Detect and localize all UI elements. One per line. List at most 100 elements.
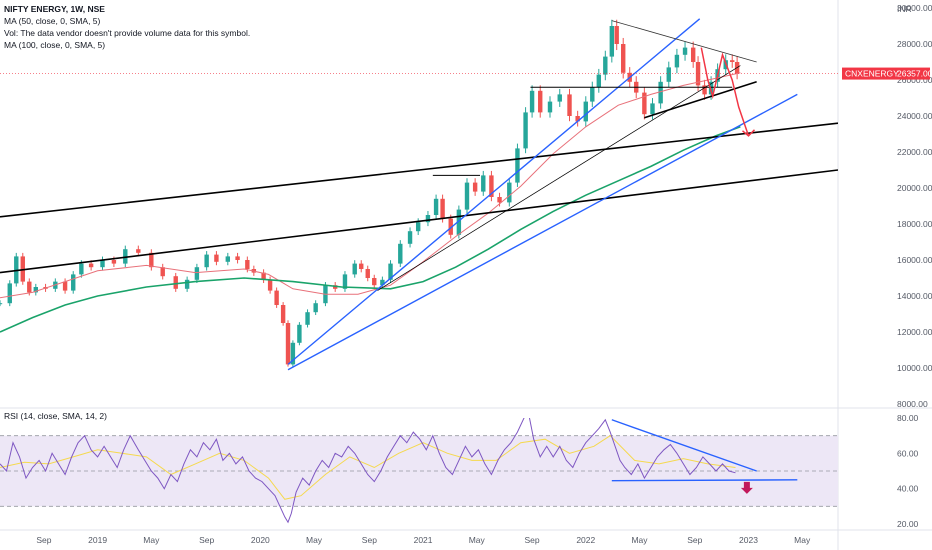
candle-body bbox=[708, 81, 714, 95]
candle-body bbox=[489, 175, 494, 197]
candle-body bbox=[690, 47, 696, 62]
candle-body bbox=[79, 263, 84, 275]
candle-body bbox=[313, 303, 318, 313]
rsi-trendline-flat bbox=[611, 479, 798, 482]
candle-body bbox=[267, 279, 273, 291]
candle-body bbox=[567, 94, 572, 116]
candle-body bbox=[0, 303, 3, 305]
candle-body bbox=[682, 47, 688, 55]
candle-body bbox=[590, 87, 595, 102]
projection-arrowhead bbox=[742, 129, 756, 137]
candle-body bbox=[609, 26, 615, 57]
candle-body bbox=[388, 263, 393, 280]
down-arrow-icon bbox=[740, 481, 753, 494]
price-tick-label: 8000.00 bbox=[897, 399, 928, 409]
time-tick-label: Sep bbox=[199, 535, 214, 545]
candle-body bbox=[456, 209, 462, 235]
candle-body bbox=[425, 215, 431, 223]
time-tick-label: 2019 bbox=[88, 535, 107, 545]
candle-body bbox=[448, 218, 453, 235]
candle-body bbox=[515, 148, 520, 183]
candle-body bbox=[235, 256, 240, 260]
ma100-legend[interactable]: MA (100, close, 0, SMA, 5) bbox=[4, 40, 106, 50]
candle-body bbox=[372, 278, 377, 286]
candle-body bbox=[538, 90, 543, 113]
candle-body bbox=[497, 197, 502, 203]
price-tick-label: 16000.00 bbox=[897, 255, 932, 265]
projection-path bbox=[700, 47, 750, 137]
time-tick-label: Sep bbox=[36, 535, 51, 545]
rsi-legend[interactable]: RSI (14, close, SMA, 14, 2) bbox=[4, 411, 107, 421]
time-tick-label: 2022 bbox=[576, 535, 595, 545]
ma50-legend[interactable]: MA (50, close, 0, SMA, 5) bbox=[4, 16, 101, 26]
candle-body bbox=[20, 256, 25, 282]
price-tick-label: 14000.00 bbox=[897, 291, 932, 301]
price-tick-label: 10000.00 bbox=[897, 363, 932, 373]
rsi-tick-label: 80.00 bbox=[897, 413, 919, 423]
candle-body bbox=[305, 312, 310, 325]
price-tag bbox=[842, 67, 930, 80]
time-tick-label: May bbox=[794, 535, 811, 545]
time-tick-label: Sep bbox=[687, 535, 702, 545]
candle-body bbox=[529, 90, 535, 113]
candle-body bbox=[136, 249, 141, 253]
rsi-band bbox=[0, 435, 838, 507]
price-tick-label: 22000.00 bbox=[897, 147, 932, 157]
candle-body bbox=[194, 267, 200, 280]
rsi-tick-label: 60.00 bbox=[897, 448, 919, 458]
candle-body bbox=[702, 85, 707, 95]
time-tick-label: 2023 bbox=[739, 535, 758, 545]
thin-channel-line bbox=[377, 65, 741, 291]
candle-body bbox=[214, 254, 219, 262]
candle-body bbox=[225, 256, 231, 262]
rsi-tick-label: 40.00 bbox=[897, 484, 919, 494]
price-pane bbox=[0, 18, 838, 371]
candle-body bbox=[658, 81, 663, 104]
triangle-top-line bbox=[611, 20, 757, 63]
time-tick-label: 2021 bbox=[414, 535, 433, 545]
support-line bbox=[644, 81, 757, 119]
candle-body bbox=[359, 263, 364, 269]
volume-legend[interactable]: Vol: The data vendor doesn't provide vol… bbox=[4, 28, 251, 38]
candle-body bbox=[27, 281, 32, 293]
candle-body bbox=[280, 305, 286, 323]
candle-body bbox=[245, 260, 250, 269]
candle-body bbox=[614, 26, 619, 44]
candle-body bbox=[407, 231, 413, 244]
candle-body bbox=[730, 60, 735, 62]
time-tick-label: Sep bbox=[525, 535, 540, 545]
chart-title: NIFTY ENERGY, 1W, NSE bbox=[4, 4, 105, 14]
channel-lower-line bbox=[287, 93, 798, 371]
candle-body bbox=[204, 254, 209, 268]
price-tick-label: 20000.00 bbox=[897, 183, 932, 193]
candle-body bbox=[464, 182, 470, 210]
time-tick-label: May bbox=[306, 535, 323, 545]
candle-body bbox=[695, 62, 701, 86]
time-tick-label: Sep bbox=[362, 535, 377, 545]
rsi-tick-label: 20.00 bbox=[897, 519, 919, 529]
price-tick-label: 18000.00 bbox=[897, 219, 932, 229]
candle-body bbox=[557, 94, 562, 102]
candle-body bbox=[398, 243, 403, 264]
candle-body bbox=[71, 274, 76, 291]
candle-body bbox=[583, 101, 588, 122]
trendline-bottom bbox=[0, 169, 838, 274]
candle-body bbox=[261, 272, 266, 280]
candle-body bbox=[297, 324, 302, 343]
rsi-line bbox=[0, 418, 736, 524]
rsi-pane bbox=[0, 418, 838, 524]
candle-body bbox=[621, 44, 626, 73]
channel-upper-line bbox=[287, 18, 701, 365]
candle-body bbox=[352, 263, 357, 275]
candle-body bbox=[290, 342, 296, 365]
candle-body bbox=[433, 198, 439, 215]
candle-body bbox=[440, 198, 445, 219]
candle-body bbox=[603, 56, 608, 75]
price-tag-value: 26357.00 bbox=[897, 69, 932, 79]
rsi-ma-line bbox=[0, 435, 736, 500]
ma50-line bbox=[0, 72, 741, 299]
time-tick-label: May bbox=[631, 535, 648, 545]
candle-body bbox=[380, 279, 385, 286]
candle-body bbox=[575, 116, 580, 122]
